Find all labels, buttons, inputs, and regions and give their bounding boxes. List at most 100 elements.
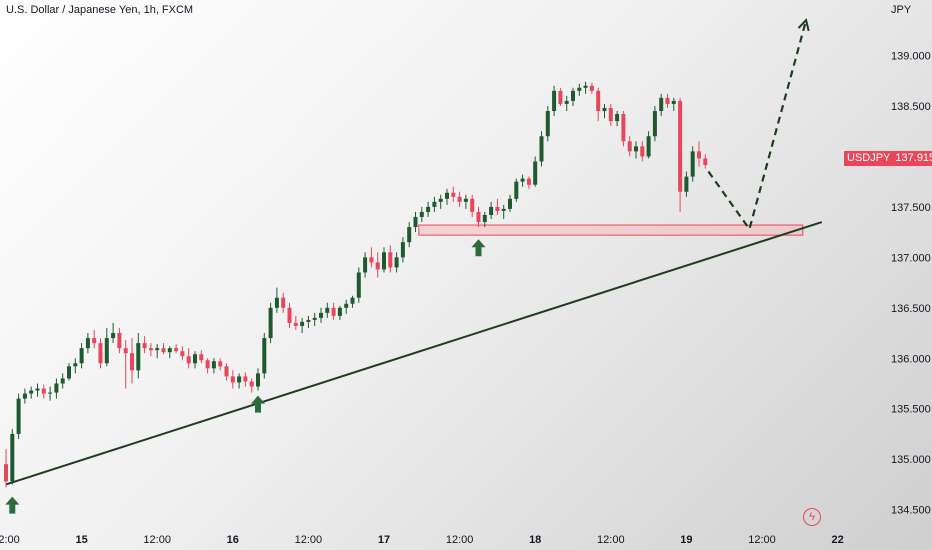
candle-body [123, 348, 128, 354]
tradingview-logo-icon[interactable]: ϟ [803, 508, 821, 526]
candle-body [48, 392, 53, 394]
candle-body [482, 214, 487, 223]
candle-body [501, 208, 506, 211]
candle-body [363, 257, 368, 273]
y-tick-label: 136.500 [891, 303, 931, 315]
candle-body [306, 319, 311, 322]
candle-body [142, 343, 147, 349]
x-tick-label: 15 [75, 534, 87, 546]
candle-body [445, 192, 449, 199]
candle-body [476, 211, 481, 223]
candle-body [394, 257, 399, 268]
candle-body [98, 343, 103, 364]
candle-body [369, 257, 374, 263]
y-tick-label: 135.500 [891, 404, 931, 416]
candle-body [489, 206, 494, 215]
candle-body [224, 366, 229, 377]
current-price-badge[interactable]: USDJPY 137.915 [844, 151, 932, 166]
candle-body [325, 307, 330, 313]
candle-body [697, 151, 701, 159]
candle-body [539, 136, 544, 162]
candle-body [10, 433, 15, 482]
candle-body [67, 366, 71, 379]
candle-body [111, 333, 116, 339]
trendline [5, 221, 823, 486]
candle-body [249, 381, 254, 387]
candle-body [615, 114, 620, 122]
y-tick-label: 138.500 [891, 101, 931, 113]
candle-body [350, 297, 355, 304]
candle-body [130, 353, 134, 371]
y-tick-label: 139.000 [891, 51, 931, 63]
x-tick-label: 22 [831, 534, 843, 546]
candle-body [432, 201, 437, 207]
candle-body [230, 376, 235, 383]
candle-body [558, 90, 563, 104]
x-tick-label: 12:00 [597, 534, 625, 546]
candle-body [22, 393, 27, 399]
candle-body [73, 363, 78, 367]
candle-body [344, 303, 349, 308]
candle-body [375, 262, 380, 270]
candle-body [287, 307, 292, 323]
candle-body [243, 376, 248, 382]
candle-body [382, 252, 386, 270]
candle-body [136, 343, 141, 371]
candle-body [262, 338, 267, 374]
markers-layer [5, 239, 486, 514]
candle-body [4, 464, 8, 482]
support-zone-layer [418, 224, 804, 236]
candle-body [319, 312, 323, 318]
candle-body [85, 338, 90, 349]
candle-body [92, 338, 97, 344]
candle-body [281, 297, 286, 308]
candle-body [79, 348, 84, 364]
candle-body [426, 206, 431, 212]
candle-body [60, 378, 65, 384]
candle-body [495, 206, 500, 211]
candle-body [35, 388, 40, 391]
candle-body [596, 90, 601, 112]
x-tick-label: 12:00 [446, 534, 474, 546]
candle-body [621, 114, 626, 142]
x-axis: 12:00 15 12:00 16 12:00 17 12:00 18 12:00 19 12:00… [0, 534, 844, 546]
y-tick-label: 137.000 [891, 252, 931, 264]
candle-body [117, 333, 122, 349]
candle-body [293, 322, 298, 326]
y-tick-label: 134.500 [891, 505, 931, 517]
y-axis: 134.500 135.000 135.500 136.000 136.500 137.0… [891, 51, 931, 517]
candle-body [533, 161, 538, 185]
candle-body [388, 252, 393, 268]
candle-body [174, 348, 179, 352]
candle-body [300, 321, 305, 326]
candle-body [205, 360, 210, 369]
candle-body [356, 272, 361, 298]
candle-body [211, 361, 216, 369]
symbol-label: USDJPY [847, 152, 891, 164]
x-tick-label: 12:00 [143, 534, 171, 546]
candle-body [684, 176, 689, 192]
candle-body [407, 227, 412, 243]
candle-body [337, 307, 342, 316]
candle-body [419, 211, 424, 217]
candle-body [652, 111, 657, 137]
x-tick-label: 16 [227, 534, 239, 546]
support-zone [418, 224, 804, 236]
currency-label: JPY [891, 4, 912, 16]
y-tick-label: 137.500 [891, 202, 931, 214]
candle-body [413, 216, 418, 228]
candle-body [218, 361, 223, 367]
candle-body [552, 90, 557, 112]
candle-body [520, 178, 525, 182]
candle-body [104, 338, 109, 364]
candle-body [16, 398, 21, 434]
candle-body [186, 356, 191, 364]
candle-body [400, 242, 405, 258]
y-tick-label: 135.000 [891, 454, 931, 466]
candle-body [470, 198, 475, 212]
candle-body [571, 90, 575, 101]
candle-body [438, 198, 443, 202]
candle-body [29, 390, 34, 394]
